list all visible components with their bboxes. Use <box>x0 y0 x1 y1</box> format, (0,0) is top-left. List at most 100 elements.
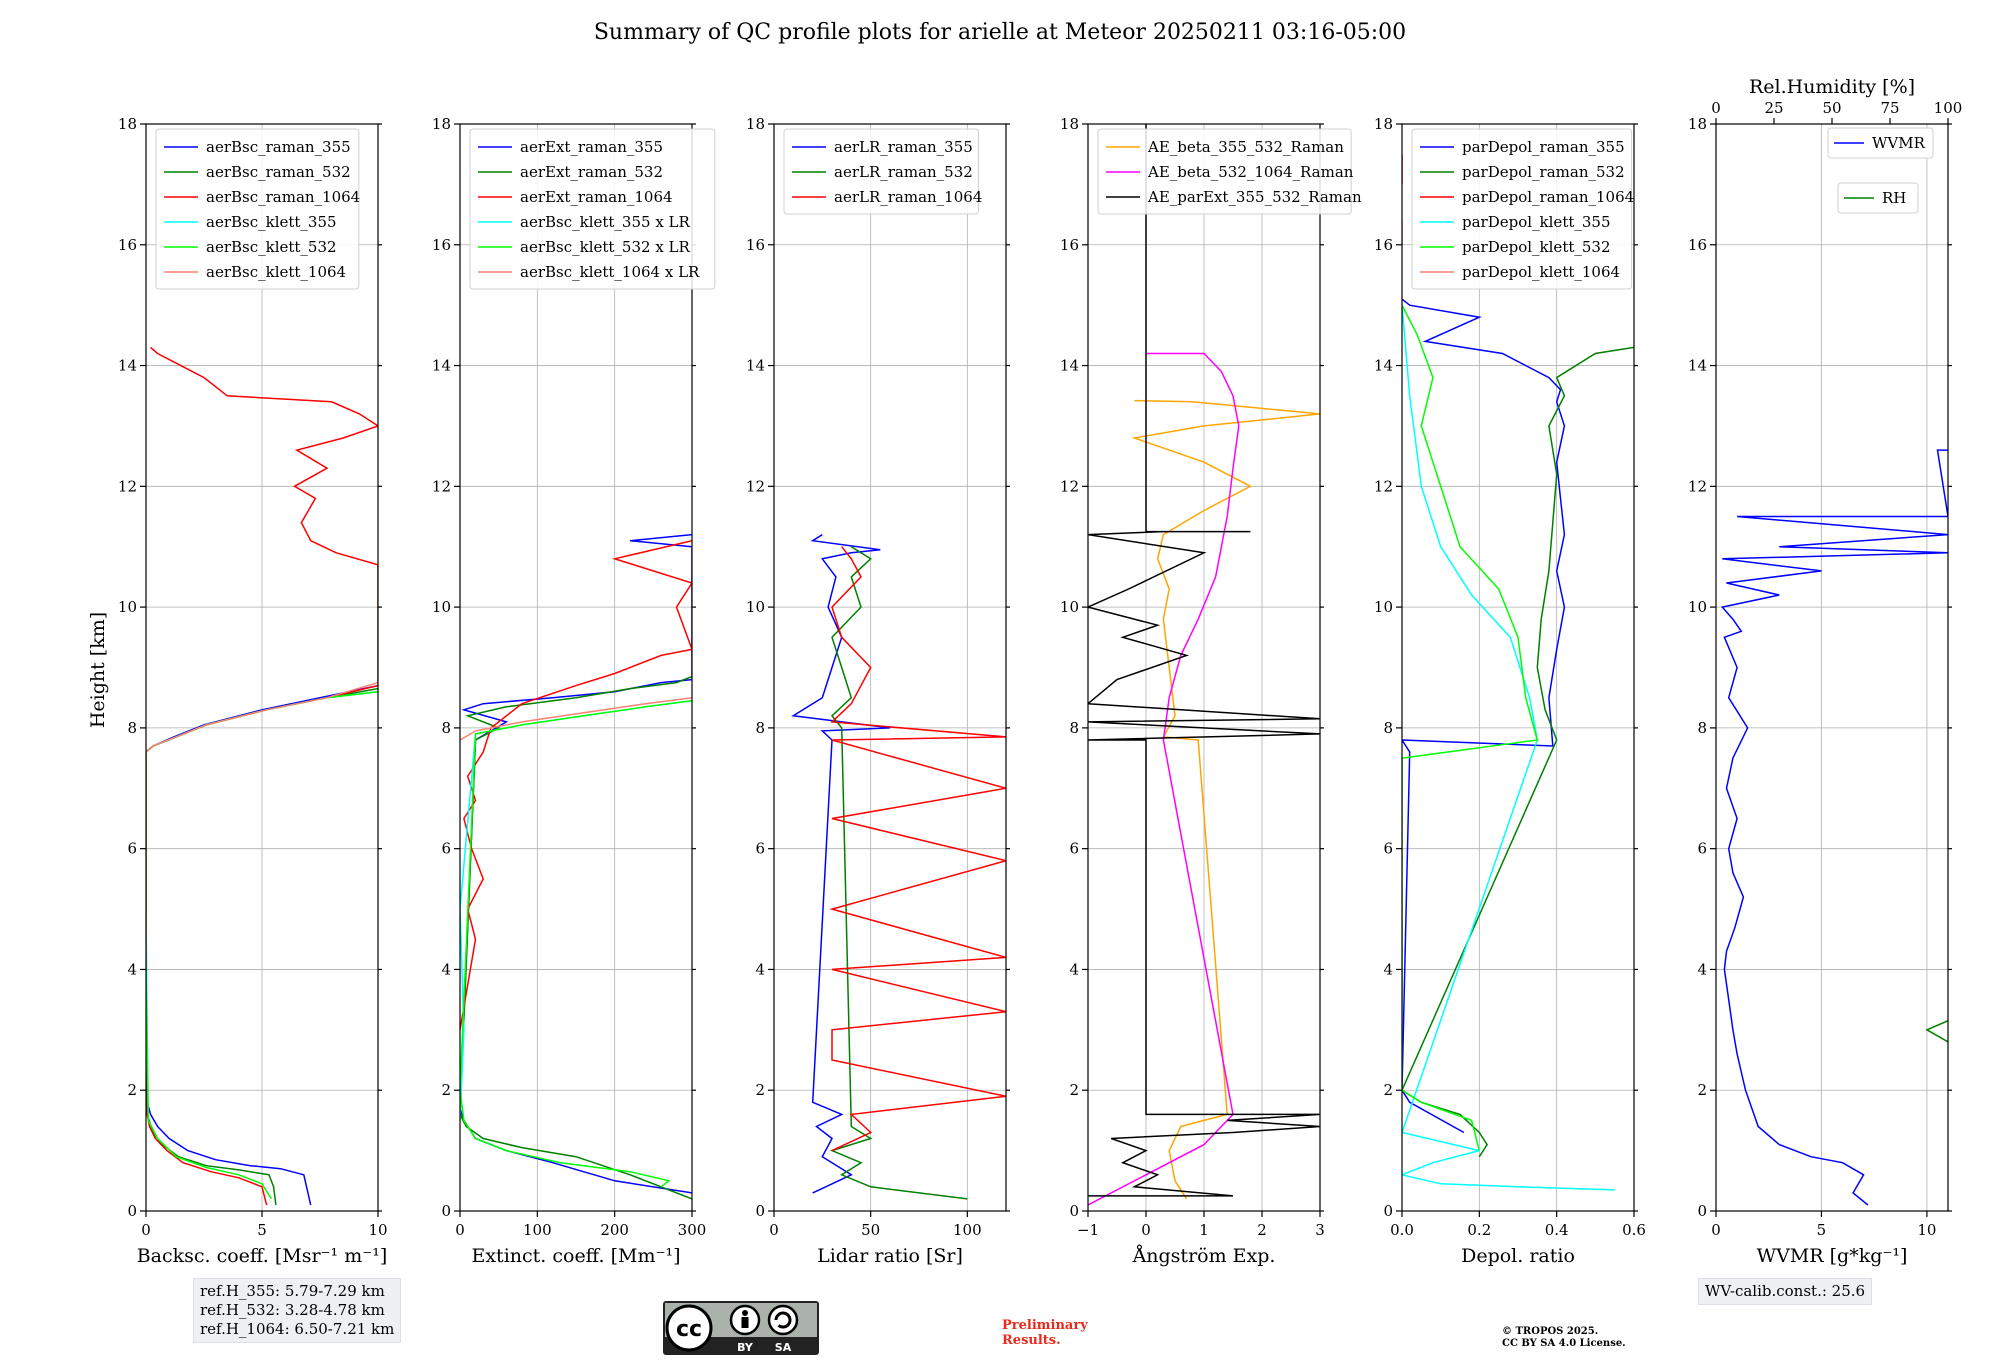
y-tick-label: 6 <box>127 840 137 858</box>
y-tick-label: 10 <box>118 598 137 616</box>
y-tick-label: 0 <box>441 1202 451 1220</box>
figure-title: Summary of QC profile plots for arielle … <box>593 20 1407 45</box>
series-AE_parExt_355_532_Raman <box>1088 124 1320 1197</box>
copyright-line-2: CC BY SA 4.0 License. <box>1502 1338 1626 1349</box>
y-tick-label: 16 <box>746 236 765 254</box>
legend-label: aerExt_raman_1064 <box>520 188 673 206</box>
y-tick-label: 16 <box>1374 236 1393 254</box>
x-axis-label: WVMR [g*kg⁻¹] <box>1757 1245 1908 1267</box>
y-tick-label: 0 <box>1069 1202 1079 1220</box>
x-tick-label: 10 <box>1917 1221 1936 1239</box>
x2-tick-label: 25 <box>1764 99 1783 117</box>
y-tick-label: 18 <box>432 115 451 133</box>
x-tick-label: 0 <box>1711 1221 1721 1239</box>
y-tick-label: 2 <box>1697 1081 1707 1099</box>
series-AE_beta_532_1064_Raman <box>1088 352 1240 1206</box>
panel-ext: 0 2 4 6 8 10 12 14 16 18 0 100 200 300 Extinct. coeff.… <box>432 115 716 1267</box>
y-tick-label: 12 <box>432 477 451 495</box>
legend-label: aerBsc_klett_1064 <box>206 263 346 281</box>
x2-tick-label: 50 <box>1822 99 1841 117</box>
series-aerBsc_klett_1064 x LR <box>460 696 692 741</box>
series-aerLR_raman_1064 <box>829 546 1006 1152</box>
y-tick-label: 4 <box>441 960 451 978</box>
share-alike-icon <box>767 1304 799 1336</box>
y-tick-label: 2 <box>1383 1081 1393 1099</box>
legend-box <box>783 128 979 215</box>
series-aerLR_raman_355 <box>791 533 891 1194</box>
series-parDepol_klett_532 <box>1402 304 1539 1151</box>
legend-label: AE_parExt_355_532_Raman <box>1147 188 1362 206</box>
plot-frame <box>1401 123 1635 1212</box>
x-axis-label: Ångström Exp. <box>1132 1245 1276 1267</box>
x2-tick-label: 75 <box>1880 99 1899 117</box>
y-tick-label: 18 <box>1374 115 1393 133</box>
legend-label: aerBsc_klett_1064 x LR <box>520 263 700 281</box>
x-axis-label: Backsc. coeff. [Msr⁻¹ m⁻¹] <box>137 1245 388 1267</box>
x2-tick-label: 100 <box>1934 99 1963 117</box>
x-tick-label: 2 <box>1257 1221 1267 1239</box>
y-tick-label: 8 <box>755 719 765 737</box>
y-tick-label: 4 <box>755 960 765 978</box>
plot-frame <box>1715 123 1949 1212</box>
x-tick-label: 200 <box>600 1221 629 1239</box>
legend-label: aerExt_raman_532 <box>520 163 663 181</box>
legend-label: aerExt_raman_355 <box>520 138 663 156</box>
x-tick-label: 1 <box>1199 1221 1209 1239</box>
y-tick-label: 12 <box>1060 477 1079 495</box>
y-tick-label: 8 <box>127 719 137 737</box>
y-tick-label: 4 <box>127 960 137 978</box>
legend-label: aerBsc_raman_355 <box>206 138 351 156</box>
wv-calibration-box: WV-calib.const.: 25.6 <box>1698 1278 1873 1305</box>
legend-label: parDepol_raman_1064 <box>1462 188 1634 206</box>
y-tick-label: 8 <box>1069 719 1079 737</box>
legend-box <box>1837 182 1919 214</box>
ref-height-532: ref.H_532: 3.28-4.78 km <box>200 1301 385 1319</box>
legend-label: parDepol_klett_355 <box>1462 213 1611 231</box>
y-tick-label: 12 <box>1688 477 1707 495</box>
series-parDepol_raman_532 <box>1402 346 1634 1158</box>
series-aerExt_raman_532 <box>460 675 692 1200</box>
preliminary-line-2: Results. <box>1002 1333 1061 1348</box>
series-aerBsc_raman_1064 <box>146 346 378 1206</box>
legend-label: RH <box>1882 189 1906 207</box>
x-tick-label: 0 <box>1141 1221 1151 1239</box>
plot-frame <box>773 123 1007 1212</box>
cc-by-sa-license-badge: cc BY SA <box>663 1301 819 1355</box>
y-tick-label: 14 <box>746 357 765 375</box>
y-tick-label: 0 <box>127 1202 137 1220</box>
series-aerExt_raman_1064 <box>460 539 692 1030</box>
x-axis-label: Lidar ratio [Sr] <box>817 1245 963 1267</box>
y-tick-label: 6 <box>1069 840 1079 858</box>
y-tick-label: 10 <box>1374 598 1393 616</box>
x-tick-label: 3 <box>1315 1221 1325 1239</box>
y-tick-label: 18 <box>118 115 137 133</box>
legend-box <box>469 128 716 290</box>
y-tick-label: 2 <box>441 1081 451 1099</box>
series-WVMR <box>1720 449 1948 1206</box>
reference-heights-box: ref.H_355: 5.79-7.29 km ref.H_532: 3.28-… <box>193 1278 402 1343</box>
copyright-note: © TROPOS 2025. CC BY SA 4.0 License. <box>1502 1326 1626 1350</box>
y-tick-label: 16 <box>432 236 451 254</box>
preliminary-line-1: Preliminary <box>1002 1318 1088 1333</box>
legend-label: aerBsc_raman_532 <box>206 163 351 181</box>
series-aerExt_raman_355 <box>460 533 692 1194</box>
series-aerBsc_klett_532 x LR <box>460 699 692 1188</box>
y-tick-label: 6 <box>441 840 451 858</box>
y-tick-label: 10 <box>1688 598 1707 616</box>
x-tick-label: 0.2 <box>1467 1221 1491 1239</box>
x-tick-label: 0 <box>455 1221 465 1239</box>
x-tick-label: 0 <box>141 1221 151 1239</box>
y-tick-label: 14 <box>118 357 137 375</box>
y-tick-label: 0 <box>1383 1202 1393 1220</box>
x-tick-label: 100 <box>953 1221 982 1239</box>
x-tick-label: 100 <box>523 1221 552 1239</box>
x-tick-label: 5 <box>1817 1221 1827 1239</box>
y-tick-label: 10 <box>1060 598 1079 616</box>
legend-box <box>1097 128 1352 215</box>
y-tick-label: 6 <box>1383 840 1393 858</box>
y-tick-label: 10 <box>432 598 451 616</box>
y-tick-label: 8 <box>1697 719 1707 737</box>
x-tick-label: 10 <box>368 1221 387 1239</box>
legend-label: parDepol_raman_355 <box>1462 138 1625 156</box>
